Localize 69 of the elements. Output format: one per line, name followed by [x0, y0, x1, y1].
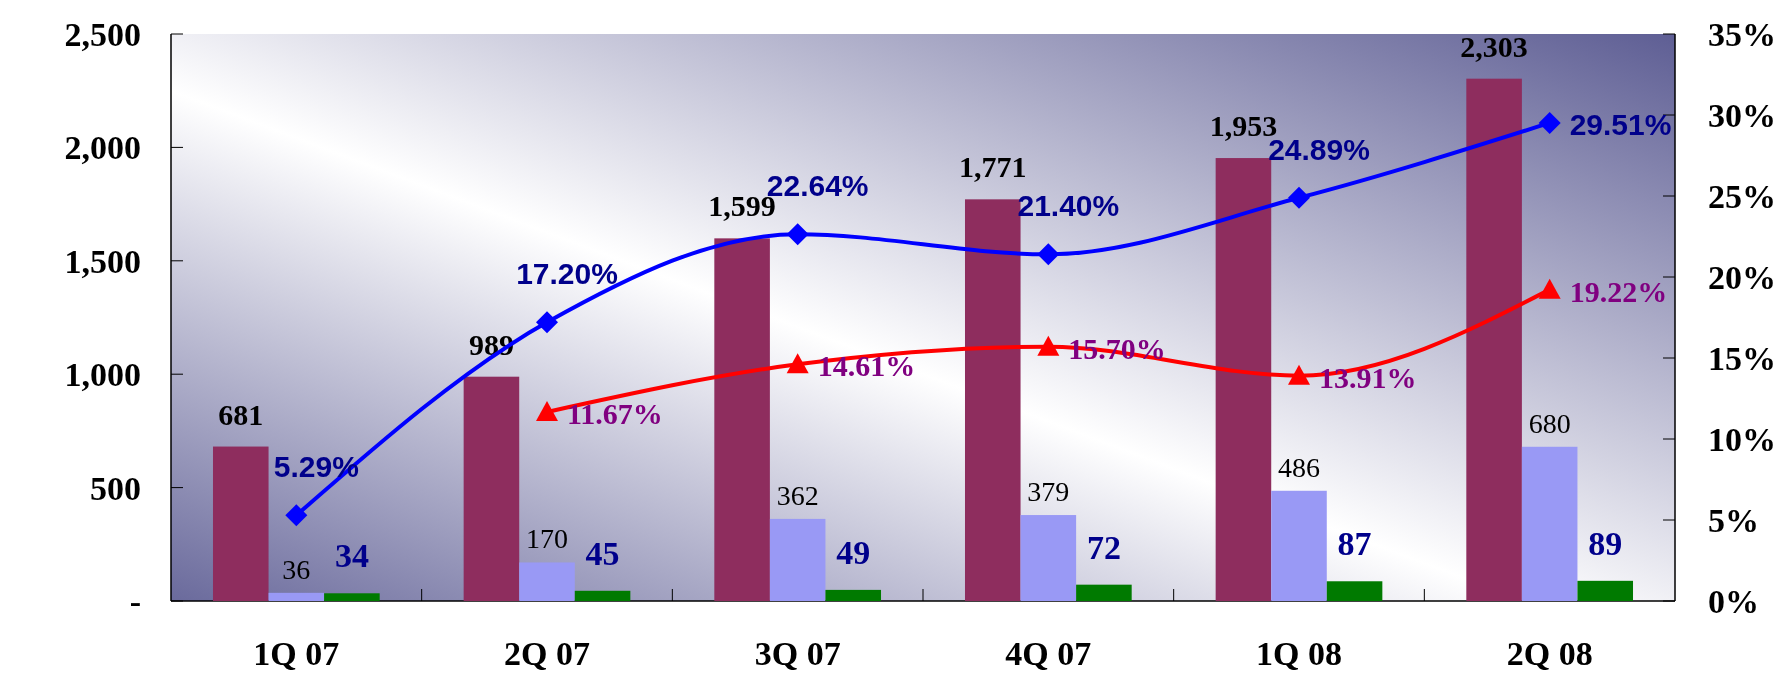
- y2-tick-label: 20%: [1708, 259, 1776, 296]
- point: [786, 353, 809, 374]
- y-tick-label: 1,500: [64, 242, 141, 280]
- bar: [825, 589, 882, 601]
- point: [285, 504, 308, 527]
- data-label: 13.91%: [1319, 360, 1417, 394]
- point: [1288, 364, 1310, 385]
- point: [1037, 243, 1060, 266]
- x-tick-label: 2Q 08: [1506, 635, 1593, 672]
- y-tick-label: -: [129, 583, 141, 620]
- x-tick-label: 3Q 07: [754, 635, 841, 672]
- bar: [463, 376, 520, 601]
- y2-tick-label: 15%: [1708, 340, 1776, 377]
- y-tick-label: 500: [90, 469, 141, 507]
- bar: [1521, 446, 1578, 601]
- bar: [714, 238, 770, 601]
- y2-tick-label: 10%: [1708, 421, 1776, 458]
- data-label: 362: [776, 479, 819, 511]
- data-label: 45: [585, 534, 620, 572]
- bar: [1577, 580, 1634, 601]
- bar: [1020, 515, 1077, 601]
- point: [1288, 186, 1310, 209]
- point: [1037, 335, 1060, 356]
- y2-tick-label: 5%: [1708, 502, 1759, 539]
- data-label: 29.51%: [1569, 107, 1672, 141]
- point: [1538, 111, 1561, 134]
- bar: [268, 592, 325, 601]
- data-label: 379: [1027, 476, 1070, 508]
- point: [1538, 278, 1561, 299]
- x-tick-label: 2Q 07: [504, 635, 590, 672]
- x-tick-label: 1Q 08: [1256, 635, 1342, 672]
- x-tick-label: 4Q 07: [1005, 635, 1092, 672]
- bar: [324, 593, 380, 601]
- data-label: 680: [1528, 407, 1571, 439]
- y2-tick-label: 35%: [1708, 16, 1776, 53]
- bar: [1466, 78, 1522, 601]
- data-label: 34: [334, 537, 369, 575]
- data-label: 72: [1086, 528, 1121, 566]
- x-tick-label: 1Q 07: [253, 635, 340, 672]
- data-label: 1,771: [959, 150, 1027, 184]
- bar: [1215, 158, 1272, 601]
- data-label: 17.20%: [516, 257, 618, 291]
- point: [536, 311, 558, 334]
- bar: [574, 590, 631, 601]
- bar: [519, 562, 575, 601]
- bar: [1076, 584, 1132, 601]
- data-label: 87: [1337, 525, 1372, 563]
- data-label: 11.67%: [567, 396, 663, 430]
- y-tick-label: 2,000: [64, 129, 141, 167]
- point: [786, 223, 809, 246]
- data-label: 49: [836, 533, 871, 571]
- data-label: 89: [1588, 524, 1623, 562]
- bar: [212, 446, 269, 601]
- y2-tick-label: 30%: [1708, 97, 1776, 134]
- point: [536, 400, 558, 421]
- y2-tick-label: 0%: [1708, 583, 1759, 620]
- data-label: 19.22%: [1569, 274, 1668, 308]
- data-label: 36: [282, 553, 311, 585]
- data-label: 681: [218, 397, 264, 431]
- bar: [1271, 490, 1327, 601]
- data-label: 14.61%: [817, 349, 916, 383]
- data-label: 486: [1278, 451, 1320, 483]
- y-tick-label: 2,500: [64, 16, 141, 53]
- y2-tick-label: 25%: [1708, 178, 1776, 215]
- data-label: 2,303: [1460, 29, 1528, 63]
- data-label: 170: [526, 523, 568, 555]
- y-tick-label: 1,000: [64, 356, 141, 394]
- bar: [1326, 581, 1383, 601]
- bar: [769, 518, 826, 601]
